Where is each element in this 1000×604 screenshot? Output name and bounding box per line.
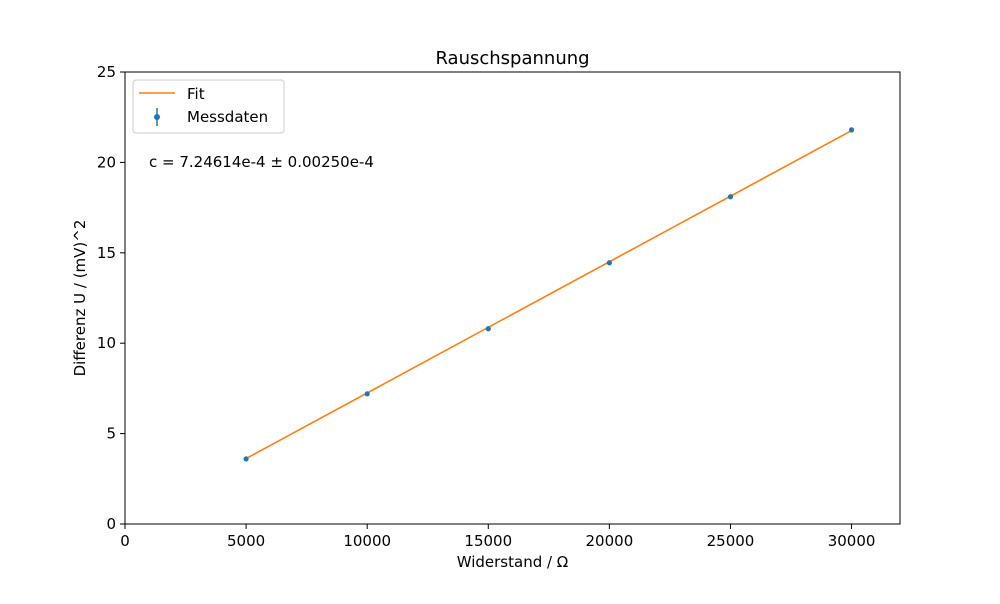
y-tick-label: 15 [97,244,116,262]
y-tick-label: 25 [97,63,116,81]
x-tick-label: 10000 [343,532,391,550]
data-point [848,127,855,133]
data-point [485,326,491,332]
fit-annotation: c = 7.24614e-4 ± 0.00250e-4 [149,153,374,171]
x-tick-label: 25000 [707,532,755,550]
legend-marker-icon [154,114,160,120]
data-point [606,260,612,266]
plot-area [243,127,855,462]
y-tick-label: 5 [106,425,116,443]
x-axis-label: Widerstand / Ω [457,553,569,571]
fit-line [245,129,852,460]
x-tick-label: 15000 [464,532,512,550]
plot-frame [124,71,901,525]
y-tick-label: 10 [97,334,116,352]
x-tick-label: 30000 [828,532,876,550]
chart-title: Rauschspannung [435,48,589,69]
y-axis-ticks: 0 5 10 15 20 25 [97,63,125,533]
data-point [243,456,249,462]
y-axis-label: Differenz U / (mV)^2 [71,220,89,377]
legend: Fit Messdaten [132,79,285,134]
x-tick-label: 20000 [586,532,634,550]
y-tick-label: 0 [106,515,116,533]
data-point [364,391,370,397]
legend-fit-label: Fit [187,85,205,103]
x-tick-label: 5000 [227,532,265,550]
x-axis-ticks: 0 5000 10000 15000 20000 25000 30000 [120,524,875,550]
legend-messdaten-label: Messdaten [187,108,268,126]
y-tick-label: 20 [97,153,116,171]
x-tick-label: 0 [120,532,130,550]
data-point [727,194,734,200]
